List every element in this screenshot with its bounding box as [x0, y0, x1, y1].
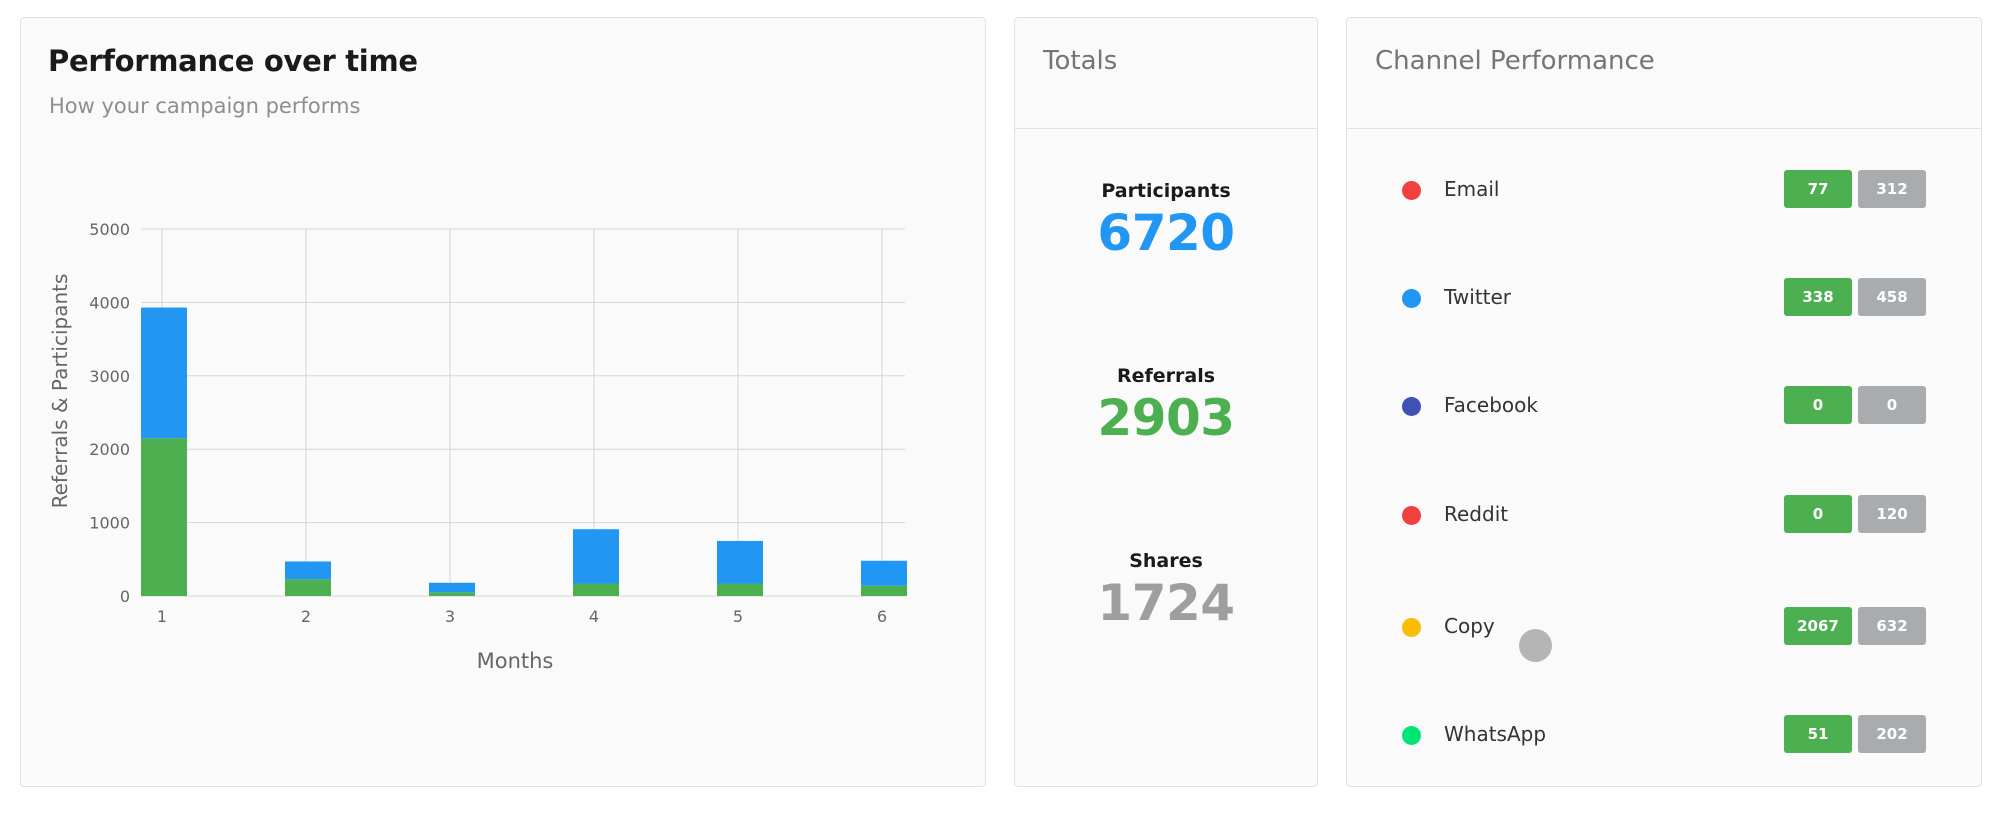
totals-header: Totals	[1015, 18, 1317, 129]
bar-segment-green	[429, 592, 475, 596]
referrals-badge: 2067	[1784, 607, 1852, 645]
participants-stat: Participants 6720	[1015, 180, 1317, 258]
bar-segment-green	[861, 585, 907, 596]
channel-row-twitter: Twitter 338 458	[1347, 278, 1981, 318]
facebook-dot-icon	[1402, 397, 1421, 416]
copy-dot-icon	[1402, 618, 1421, 637]
x-tick-label: 6	[877, 607, 887, 626]
y-axis-title: Referrals & Participants	[48, 274, 72, 509]
reddit-dot-icon	[1402, 506, 1421, 525]
shares-badge: 458	[1858, 278, 1926, 316]
shares-badge: 0	[1858, 386, 1926, 424]
channel-performance-title: Channel Performance	[1375, 46, 1655, 76]
channel-row-facebook: Facebook 0 0	[1347, 386, 1981, 426]
referrals-badge: 77	[1784, 170, 1852, 208]
shares-value: 1724	[1097, 574, 1235, 632]
x-tick-label: 4	[589, 607, 599, 626]
bar-segment-blue	[717, 540, 763, 584]
performance-chart: 0 1000 2000 3000 4000 5000 1 2 3 4 5 6 Months Referra…	[48, 220, 907, 673]
x-axis-title: Months	[477, 649, 554, 673]
referrals-stat: Referrals 2903	[1015, 365, 1317, 443]
channel-name: Email	[1444, 177, 1500, 201]
referrals-badge: 0	[1784, 386, 1852, 424]
bar-segment-green	[717, 583, 763, 596]
x-tick-label: 2	[301, 607, 311, 626]
y-tick-label: 5000	[89, 220, 130, 239]
x-tick-label: 1	[157, 607, 167, 626]
performance-subtitle: How your campaign performs	[49, 94, 361, 118]
bar-segment-blue	[141, 307, 187, 439]
referrals-badge: 0	[1784, 495, 1852, 533]
channel-name: Copy	[1444, 614, 1495, 638]
channel-name: Reddit	[1444, 502, 1509, 526]
referrals-value: 2903	[1097, 389, 1235, 447]
shares-badge: 202	[1858, 715, 1926, 753]
cursor-indicator	[1519, 629, 1552, 662]
bar-segment-blue	[285, 561, 331, 580]
bar-segment-blue	[573, 529, 619, 584]
shares-badge: 120	[1858, 495, 1926, 533]
performance-title: Performance over time	[48, 44, 418, 78]
bar-segment-green	[285, 579, 331, 596]
bar-segment-green	[573, 583, 619, 596]
referrals-label: Referrals	[1116, 365, 1216, 387]
referrals-badge: 51	[1784, 715, 1852, 753]
channel-header: Channel Performance	[1347, 18, 1981, 129]
channel-name: WhatsApp	[1444, 722, 1547, 746]
y-tick-label: 1000	[89, 514, 130, 533]
x-tick-label: 5	[733, 607, 743, 626]
channel-name: Facebook	[1444, 393, 1538, 417]
bar-segment-blue	[861, 560, 907, 586]
channel-row-reddit: Reddit 0 120	[1347, 495, 1981, 535]
performance-card: Performance over time How your campaign …	[20, 17, 986, 787]
y-tick-label: 0	[120, 587, 130, 606]
whatsapp-dot-icon	[1402, 726, 1421, 745]
x-tick-label: 3	[445, 607, 455, 626]
channel-row-copy: Copy 2067 632	[1347, 607, 1981, 647]
totals-title: Totals	[1043, 46, 1118, 76]
y-tick-label: 2000	[89, 440, 130, 459]
twitter-dot-icon	[1402, 289, 1421, 308]
shares-label: Shares	[1129, 550, 1203, 572]
email-dot-icon	[1402, 181, 1421, 200]
participants-value: 6720	[1097, 204, 1235, 262]
y-tick-label: 3000	[89, 367, 130, 386]
shares-stat: Shares 1724	[1015, 550, 1317, 628]
channel-row-email: Email 77 312	[1347, 170, 1981, 210]
shares-badge: 632	[1858, 607, 1926, 645]
totals-card: Totals Participants 6720 Referrals 2903 …	[1014, 17, 1318, 787]
shares-badge: 312	[1858, 170, 1926, 208]
y-tick-label: 4000	[89, 293, 130, 312]
bar-segment-green	[141, 438, 187, 596]
participants-label: Participants	[1101, 180, 1231, 202]
bar-segment-blue	[429, 582, 475, 593]
channel-name: Twitter	[1444, 285, 1512, 309]
channel-row-whatsapp: WhatsApp 51 202	[1347, 715, 1981, 755]
referrals-badge: 338	[1784, 278, 1852, 316]
channel-performance-card: Channel Performance Email 77 312 Twitter…	[1346, 17, 1982, 787]
